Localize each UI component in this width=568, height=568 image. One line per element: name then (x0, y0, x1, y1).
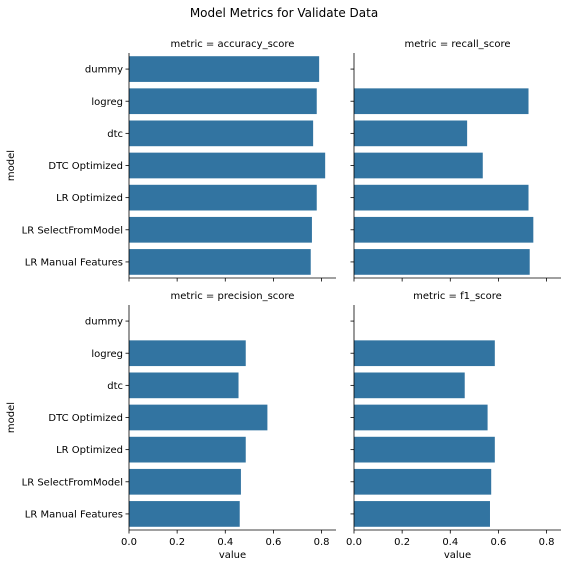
x-tick-label: 0.0 (346, 537, 362, 548)
y-tick-label: LR SelectFromModel (22, 477, 123, 488)
facet-title: metric = accuracy_score (171, 39, 295, 50)
y-tick-label: LR Manual Features (25, 258, 123, 269)
y-axis-label: model (6, 402, 17, 433)
bar-2 (354, 88, 529, 115)
y-tick-label: logreg (91, 349, 123, 360)
y-tick-label: DTC Optimized (48, 161, 123, 172)
bar-7 (129, 501, 240, 527)
bar-5 (129, 184, 317, 211)
facet-title: metric = precision_score (171, 291, 295, 302)
bar-4 (129, 404, 268, 431)
bar-7 (354, 249, 530, 275)
x-tick-label: 0.8 (314, 537, 330, 548)
bar-6 (129, 216, 312, 243)
x-tick-label: 0.6 (490, 537, 506, 548)
bar-3 (354, 372, 465, 399)
bar-3 (129, 120, 314, 147)
y-tick-label: dummy (85, 317, 123, 328)
bar-5 (354, 436, 495, 463)
bar-2 (354, 340, 495, 367)
y-tick-label: LR Optimized (56, 193, 123, 204)
y-tick-label: LR Optimized (56, 445, 123, 456)
y-tick-label: dtc (107, 129, 123, 140)
bar-3 (129, 372, 239, 399)
x-axis-label: value (219, 550, 246, 561)
facet-panel-2: metric = recall_score (350, 39, 561, 282)
bar-5 (129, 436, 246, 463)
bar-1 (129, 56, 320, 82)
x-tick-label: 0.4 (217, 537, 233, 548)
facet-panel-4: metric = f1_score 0.0 0.2 0.4 0.6 0.8 value (346, 291, 561, 561)
y-tick-label: logreg (91, 97, 123, 108)
bar-4 (354, 152, 483, 179)
bar-2 (129, 340, 246, 367)
x-tick-label: 0.0 (121, 537, 137, 548)
bar-3 (354, 120, 468, 147)
y-tick-label: LR SelectFromModel (22, 225, 123, 236)
x-axis-label: value (444, 550, 471, 561)
x-tick-label: 0.2 (394, 537, 410, 548)
bar-2 (129, 88, 317, 115)
x-tick-label: 0.2 (169, 537, 185, 548)
x-tick-label: 0.8 (539, 537, 555, 548)
bar-6 (354, 216, 534, 243)
bar-7 (129, 249, 311, 275)
bar-6 (354, 468, 492, 495)
chart-title: Model Metrics for Validate Data (190, 6, 378, 20)
bar-7 (354, 501, 490, 527)
bar-5 (354, 184, 529, 211)
facet-title: metric = recall_score (404, 39, 510, 50)
x-tick-label: 0.4 (442, 537, 458, 548)
y-axis-label: model (6, 150, 17, 181)
bar-6 (129, 468, 241, 495)
bar-4 (129, 152, 326, 179)
bar-4 (354, 404, 488, 431)
x-tick-label: 0.6 (265, 537, 281, 548)
y-tick-label: dtc (107, 381, 123, 392)
facet-title: metric = f1_score (413, 291, 502, 302)
y-tick-label: LR Manual Features (25, 510, 123, 521)
y-tick-label: DTC Optimized (48, 413, 123, 424)
y-tick-label: dummy (85, 65, 123, 76)
